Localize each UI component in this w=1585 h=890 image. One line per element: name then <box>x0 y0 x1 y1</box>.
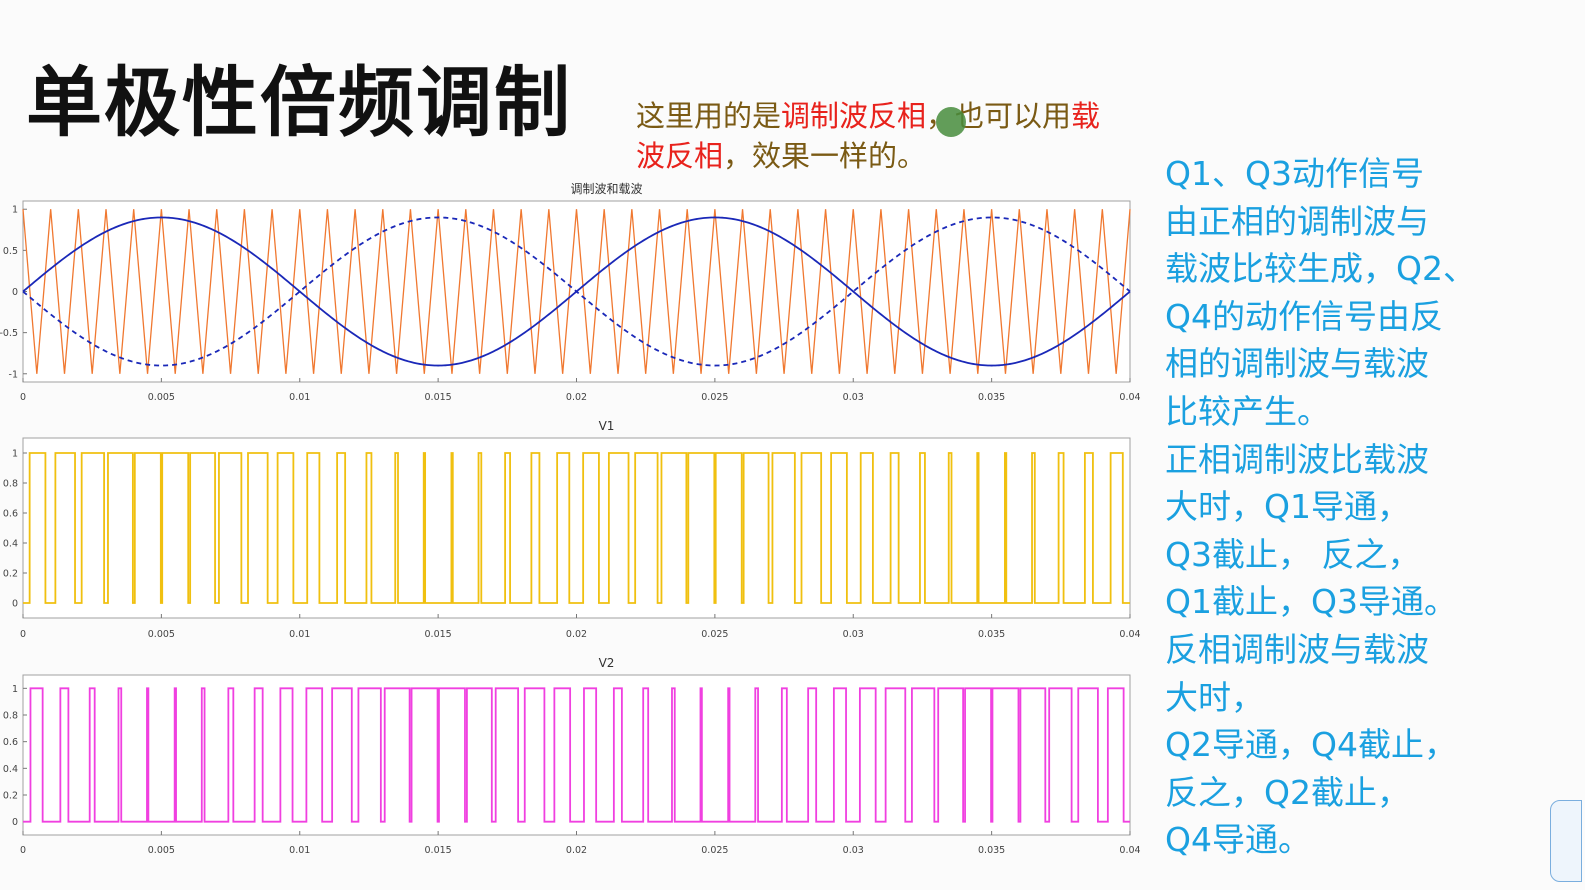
x-tick-label: 0.04 <box>1119 629 1140 640</box>
chart-title: 调制波和载波 <box>570 182 642 196</box>
y-tick-label: 1 <box>12 449 18 460</box>
y-tick-label: 0 <box>12 287 18 298</box>
x-tick-label: 0.025 <box>701 845 728 856</box>
y-tick-label: 1 <box>12 684 18 695</box>
explanation-line: Q1、Q3动作信号 <box>1165 154 1424 193</box>
note-part: ，效果一样的。 <box>723 139 927 173</box>
explanation-line: Q2导通，Q4截止， <box>1165 725 1457 765</box>
x-tick-label: 0.03 <box>843 392 864 403</box>
explanation-line: Q4的动作信号由反 <box>1165 296 1443 336</box>
x-tick-label: 0.015 <box>425 392 452 403</box>
y-tick-label: 0.4 <box>3 764 18 775</box>
y-tick-label: 0 <box>12 599 18 610</box>
modulation_inverted-line <box>22 216 1131 367</box>
y-tick-label: 1 <box>12 205 18 216</box>
explanation-line: 大时，Q1导通， <box>1165 487 1410 527</box>
x-tick-label: 0 <box>20 845 26 856</box>
x-tick-label: 0.015 <box>425 629 452 640</box>
plot-frame <box>22 437 1131 619</box>
plot-frame <box>22 674 1131 836</box>
x-tick-label: 0.01 <box>289 845 310 856</box>
x-tick-label: 0.005 <box>148 392 175 403</box>
x-tick-label: 0.02 <box>566 629 587 640</box>
explanation-line: 相的调制波与载波 <box>1165 344 1429 384</box>
y-tick-label: 0.8 <box>3 479 18 490</box>
v2-pwm-line <box>23 687 1130 823</box>
pointer-highlight <box>936 107 966 137</box>
annotation-note: 这里用的是调制波反相，也可以用载波反相，效果一样的。 <box>636 96 1116 176</box>
x-tick-label: 0.035 <box>978 629 1005 640</box>
explanation-line: 反之，Q2截止， <box>1165 772 1410 812</box>
y-tick-label: 0 <box>12 817 18 828</box>
x-tick-label: 0.025 <box>701 629 728 640</box>
explanation-line: Q4导通。 <box>1165 820 1311 860</box>
explanation-line: Q1截止，Q3导通。 <box>1165 582 1457 622</box>
scroll-handle[interactable] <box>1550 800 1582 882</box>
y-tick-label: -0.5 <box>0 328 18 339</box>
y-tick-label: 0.8 <box>3 711 18 722</box>
x-tick-label: 0.01 <box>289 392 310 403</box>
x-tick-label: 0 <box>20 392 26 403</box>
y-tick-label: 0.6 <box>3 737 18 748</box>
explanation-text: Q1、Q3动作信号 由正相的调制波与载波比较生成，Q2、 Q4的动作信号由反 相的调制… <box>1165 150 1545 864</box>
x-tick-label: 0.04 <box>1119 392 1140 403</box>
y-tick-label: 0.6 <box>3 509 18 520</box>
explanation-line: 正相调制波比载波 <box>1165 439 1429 479</box>
explanation-line: 比较产生。 <box>1165 391 1330 431</box>
y-tick-label: 0.4 <box>3 539 18 550</box>
x-tick-label: 0.005 <box>148 629 175 640</box>
explanation-line: 反相调制波与载波 <box>1165 629 1429 669</box>
x-tick-label: 0.04 <box>1119 845 1140 856</box>
x-tick-label: 0.02 <box>566 845 587 856</box>
note-part: 调制波反相 <box>781 99 927 133</box>
chart-title: V1 <box>599 419 615 433</box>
x-tick-label: 0.035 <box>978 845 1005 856</box>
x-tick-label: 0.02 <box>566 392 587 403</box>
x-tick-label: 0.01 <box>289 629 310 640</box>
y-tick-label: 0.2 <box>3 569 18 580</box>
note-part: 载波反相 <box>636 99 1101 173</box>
explanation-line: 载波比较生成，Q2、 <box>1165 249 1476 289</box>
chart-title: V2 <box>599 656 615 670</box>
x-tick-label: 0.025 <box>701 392 728 403</box>
slide-title: 单极性倍频调制 <box>26 58 572 147</box>
x-tick-label: 0.035 <box>978 392 1005 403</box>
y-tick-label: 0.5 <box>3 246 18 257</box>
x-tick-label: 0.03 <box>843 629 864 640</box>
explanation-line: Q3截止， 反之， <box>1165 534 1421 574</box>
x-tick-label: 0 <box>20 629 26 640</box>
y-tick-label: -1 <box>9 369 18 380</box>
explanation-line: 由正相的调制波与 <box>1165 201 1429 241</box>
x-tick-label: 0.03 <box>843 845 864 856</box>
carrier-line <box>22 209 1131 374</box>
x-tick-label: 0.015 <box>425 845 452 856</box>
v1-pwm-line <box>23 452 1130 604</box>
y-tick-label: 0.2 <box>3 791 18 802</box>
explanation-line: 大时， <box>1165 677 1264 717</box>
note-part: 这里用的是 <box>636 99 782 133</box>
x-tick-label: 0.005 <box>148 845 175 856</box>
